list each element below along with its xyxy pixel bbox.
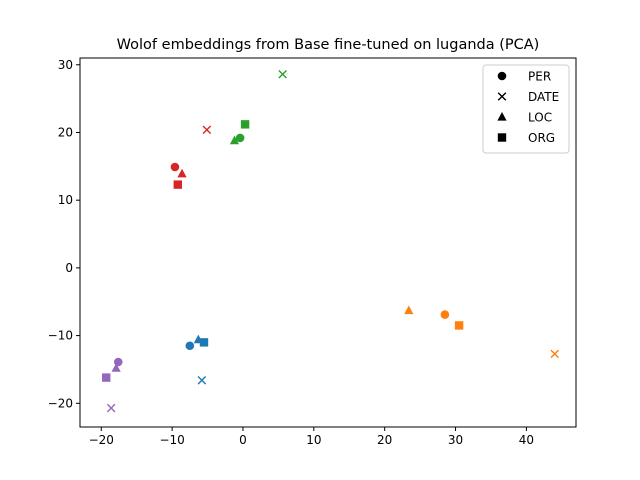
legend: PER DATE LOC ORG xyxy=(482,64,570,154)
data-point-1-triangle xyxy=(229,135,240,145)
x-tick-label: 0 xyxy=(239,433,247,447)
y-tick-label: 10 xyxy=(58,193,73,207)
y-tick-label: −10 xyxy=(48,329,73,343)
data-point-4-circle xyxy=(440,310,450,319)
data-point-3-x xyxy=(106,403,116,413)
legend-marker-date xyxy=(497,92,507,101)
legend-marker-per xyxy=(497,71,507,81)
y-axis: −20 −10 0 10 20 30 xyxy=(48,58,80,410)
chart-title: Wolof embeddings from Base fine-tuned on… xyxy=(117,37,540,53)
x-tick-label: 20 xyxy=(377,433,392,447)
x-tick-label: −20 xyxy=(89,433,114,447)
data-point-2-square xyxy=(199,338,209,347)
x-tick-label: 40 xyxy=(519,433,534,447)
points-layer xyxy=(102,69,560,413)
y-tick-label: 0 xyxy=(65,261,73,275)
legend-marker-loc xyxy=(497,112,507,121)
legend-marker-org xyxy=(497,133,507,142)
legend-label-per: PER xyxy=(528,70,551,84)
data-point-0-triangle xyxy=(177,168,187,178)
data-point-4-triangle xyxy=(404,305,414,315)
data-point-1-square xyxy=(240,120,250,129)
legend-label-loc: LOC xyxy=(528,111,552,125)
y-tick-label: −20 xyxy=(48,396,73,410)
plot-area-frame xyxy=(79,57,577,428)
legend-label-org: ORG xyxy=(528,131,555,145)
y-tick-label: 20 xyxy=(58,125,73,139)
data-point-3-square xyxy=(102,373,111,382)
x-tick-label: 10 xyxy=(306,433,321,447)
legend-label-date: DATE xyxy=(528,90,559,104)
x-axis: −20 −10 0 10 20 30 40 xyxy=(89,427,534,447)
data-point-2-circle xyxy=(185,341,195,351)
x-tick-label: 30 xyxy=(448,433,463,447)
data-point-1-x xyxy=(278,69,287,79)
data-point-3-triangle xyxy=(111,363,121,372)
data-point-4-square xyxy=(454,321,464,330)
data-point-2-x xyxy=(197,375,207,385)
x-tick-label: −10 xyxy=(159,433,184,447)
data-point-1-circle xyxy=(235,133,245,143)
data-point-4-x xyxy=(550,349,560,359)
data-point-0-x xyxy=(202,125,212,135)
legend-box xyxy=(482,64,570,154)
data-point-0-circle xyxy=(170,162,180,172)
y-tick-label: 30 xyxy=(58,58,73,72)
data-point-0-square xyxy=(173,180,182,189)
